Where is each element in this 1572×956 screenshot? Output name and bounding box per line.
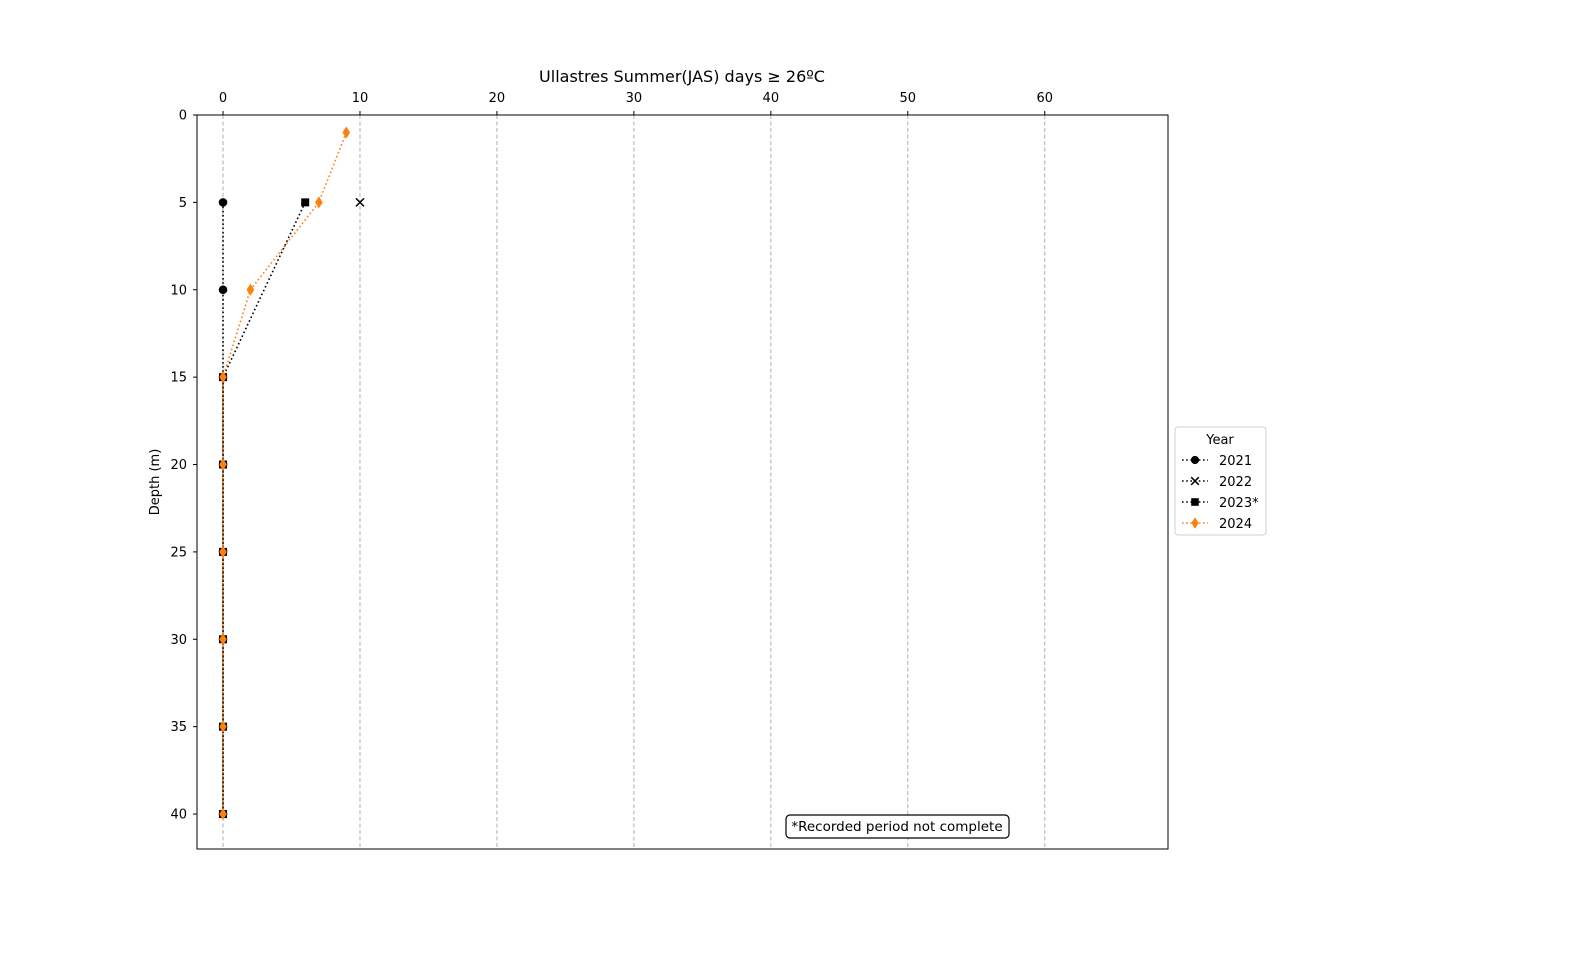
y-tick-label: 5 xyxy=(179,196,187,211)
x-tick-label: 10 xyxy=(352,91,369,106)
series-layer xyxy=(218,126,365,821)
legend-entry-2022: 2022 xyxy=(1182,475,1252,490)
plot-frame xyxy=(196,114,1169,850)
data-point-2024 xyxy=(219,545,227,558)
series-line-2024 xyxy=(222,132,348,815)
series-line-2023 xyxy=(222,202,306,815)
y-tick-label: 15 xyxy=(170,371,187,386)
legend-entry-2021: 2021 xyxy=(1182,454,1252,469)
data-point-2021 xyxy=(218,285,228,295)
legend-label: 2024 xyxy=(1219,517,1252,532)
legend-label: 2023* xyxy=(1219,496,1259,511)
y-tick-label: 20 xyxy=(170,458,187,473)
y-tick-label: 10 xyxy=(170,283,187,298)
legend-label: 2021 xyxy=(1219,454,1252,469)
x-tick-label: 50 xyxy=(900,91,917,106)
y-axis-label: Depth (m) xyxy=(148,449,163,516)
y-tick-label: 35 xyxy=(170,720,187,735)
x-tick-label: 40 xyxy=(763,91,780,106)
data-point-2024 xyxy=(246,283,255,296)
data-point-2024 xyxy=(219,720,227,733)
x-tick-label: 20 xyxy=(489,91,506,106)
legend-frame xyxy=(1174,426,1267,536)
legend-entry-2024: 2024 xyxy=(1182,517,1252,532)
series-2023 xyxy=(219,198,310,819)
x-tick-label: 0 xyxy=(219,91,227,106)
x-tick-label: 30 xyxy=(626,91,643,106)
legend-title: Year xyxy=(1205,433,1234,448)
chart-title: Ullastres Summer(JAS) days ≥ 26ºC xyxy=(539,67,825,86)
legend-label: 2022 xyxy=(1219,475,1252,490)
data-point-2024 xyxy=(219,371,227,384)
annotation-box: *Recorded period not complete xyxy=(785,814,1010,839)
series-2022 xyxy=(355,197,365,207)
y-tick-label: 25 xyxy=(170,545,187,560)
data-point-2024 xyxy=(315,196,323,209)
x-tick-label: 60 xyxy=(1036,91,1053,106)
data-point-2024 xyxy=(219,458,227,471)
y-tick-label: 30 xyxy=(170,633,187,648)
legend-marker-2023 xyxy=(1191,498,1199,506)
data-point-2024 xyxy=(219,633,227,646)
data-point-2021 xyxy=(218,198,228,207)
legend-marker-2022 xyxy=(1190,476,1200,486)
legend-marker-2024 xyxy=(1191,517,1199,529)
series-2024 xyxy=(219,126,351,821)
y-axis: 0 5 10 15 20 25 30 35 40 xyxy=(170,109,197,823)
data-point-2022 xyxy=(355,197,365,207)
annotation-text: *Recorded period not complete xyxy=(791,819,1002,835)
data-point-2023 xyxy=(301,198,310,207)
data-point-2024 xyxy=(219,808,227,821)
y-tick-label: 40 xyxy=(170,808,187,823)
x-axis: 0 10 20 30 40 50 60 xyxy=(219,91,1053,115)
legend-entries: 2021 2022 2023* 2024 xyxy=(1182,454,1259,532)
legend-entry-2023: 2023* xyxy=(1182,496,1259,511)
grid-lines xyxy=(222,115,1046,849)
legend-marker-2021 xyxy=(1190,455,1200,465)
legend: Year 2021 2022 2023* 2024 xyxy=(1174,426,1267,536)
data-point-2024 xyxy=(342,126,351,139)
y-tick-label: 0 xyxy=(179,109,187,124)
